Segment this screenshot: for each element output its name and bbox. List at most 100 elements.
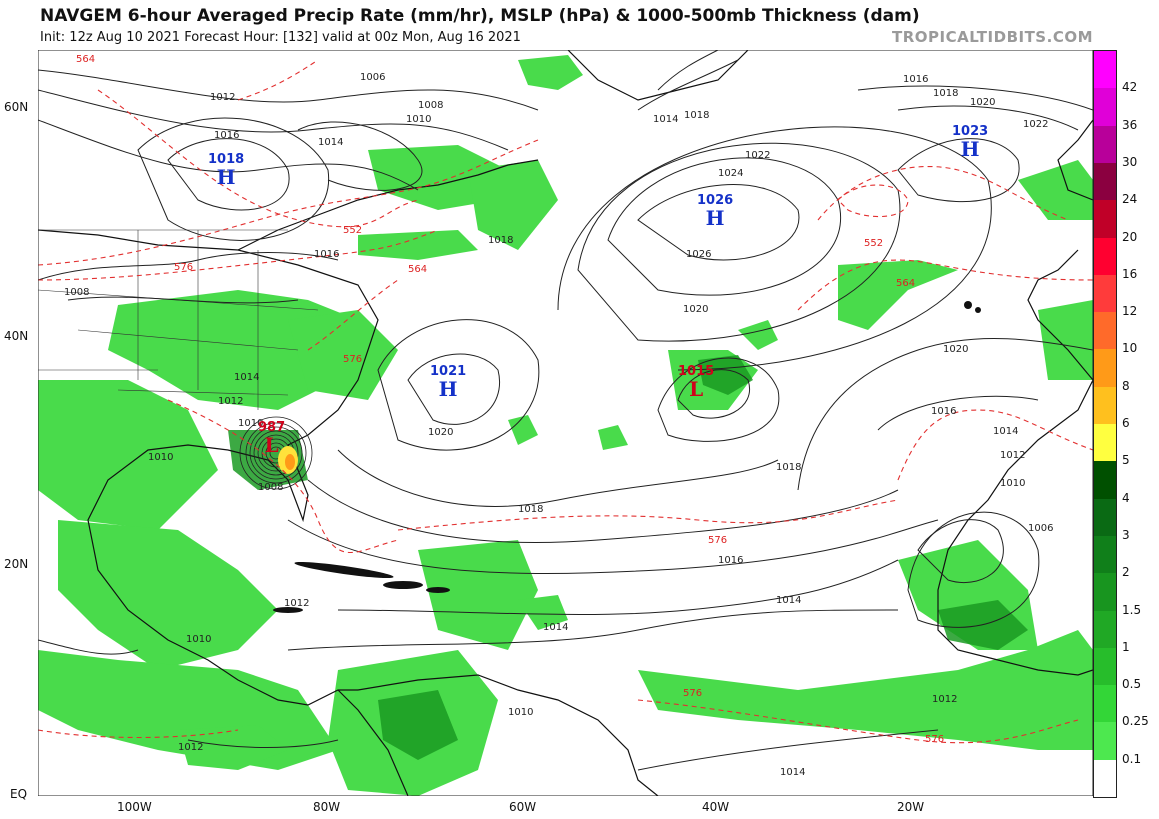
pressure-value: 1018 — [208, 152, 245, 167]
isobar-label: 1014 — [543, 622, 568, 633]
pressure-letter: H — [438, 377, 458, 401]
thickness-label: 564 — [896, 278, 915, 289]
colorbar-segment — [1094, 424, 1116, 462]
high-pressure-center: 1026 H — [697, 193, 733, 228]
colorbar-segment — [1094, 685, 1116, 723]
isobar-label: 1014 — [776, 595, 801, 606]
isobar-label: 1010 — [186, 634, 211, 645]
isobar-label: 1014 — [780, 767, 805, 778]
isobar-label: 1018 — [518, 504, 543, 515]
colorbar-label: 24 — [1122, 192, 1138, 207]
colorbar-segment — [1094, 535, 1116, 574]
colorbar-label: 2 — [1122, 565, 1130, 580]
hurricane-low-center: 987 L — [258, 420, 285, 455]
isobar-label: 1022 — [1023, 119, 1048, 130]
colorbar-segment — [1094, 722, 1116, 761]
hurricane-isobars — [239, 416, 313, 490]
chart-subtitle: Init: 12z Aug 10 2021 Forecast Hour: [13… — [40, 30, 521, 45]
isobar-label: 1020 — [428, 427, 453, 438]
colorbar-label: 3 — [1122, 527, 1130, 542]
colorbar-segment — [1094, 312, 1116, 350]
islands — [273, 301, 981, 613]
colorbar-label: 42 — [1122, 80, 1138, 95]
chart-title: NAVGEM 6-hour Averaged Precip Rate (mm/h… — [40, 6, 920, 26]
colorbar-segment — [1094, 461, 1116, 500]
lon-label-20w: 20W — [897, 800, 925, 814]
pressure-value: 1023 — [952, 124, 989, 139]
colorbar-segment — [1094, 125, 1116, 164]
isobar-label: 1008 — [418, 100, 443, 111]
isobar-label: 1006 — [1028, 523, 1053, 534]
pressure-value: 1021 — [430, 364, 467, 379]
colorbar-label: 20 — [1122, 229, 1138, 244]
isobar-label: 1010 — [148, 452, 173, 463]
weather-map: 1006 1008 1010 1012 1014 1016 1018 1020 … — [38, 50, 1093, 796]
isobar-labels: 1006 1008 1010 1012 1014 1016 1018 1020 … — [64, 72, 1053, 778]
isobar-label: 1008 — [258, 482, 283, 493]
colorbar-label: 6 — [1122, 416, 1130, 430]
pressure-letter: L — [689, 377, 704, 401]
lat-label-20n: 20N — [4, 557, 29, 571]
isobars — [38, 50, 1093, 771]
colorbar-segment — [1094, 274, 1116, 313]
source-credit: TROPICALTIDBITS.COM — [892, 28, 1093, 46]
high-pressure-center: 1021 H — [430, 364, 466, 399]
isobar-label: 1012 — [178, 742, 203, 753]
high-pressure-center: 1023 H — [952, 124, 988, 159]
pressure-letter: H — [216, 165, 236, 189]
pressure-value: 987 — [258, 420, 286, 435]
low-pressure-center: 1015 L — [678, 364, 714, 399]
colorbar-segment — [1094, 237, 1116, 276]
colorbar-label: 4 — [1122, 490, 1130, 505]
lon-label-80w: 80W — [313, 800, 341, 814]
colorbar-label: 30 — [1122, 154, 1138, 169]
thickness-lines — [38, 59, 1093, 744]
isobar-label: 1012 — [1000, 450, 1025, 461]
hurricane-precip — [278, 446, 298, 474]
colorbar-segment — [1094, 573, 1116, 611]
colorbar-label: 1.5 — [1122, 602, 1142, 617]
colorbar-segment — [1094, 759, 1116, 798]
lon-label-60w: 60W — [509, 800, 537, 814]
isobar-label: 1016 — [314, 249, 339, 260]
colorbar-segment — [1094, 51, 1116, 89]
isobar-label: 1026 — [686, 249, 711, 260]
isobar-label: 1012 — [932, 694, 957, 705]
lat-label-40n: 40N — [4, 329, 29, 343]
colorbar-label: 8 — [1122, 378, 1130, 393]
isobar-label: 1020 — [943, 344, 968, 355]
isobar-label: 1014 — [318, 137, 343, 148]
thickness-label: 576 — [343, 354, 362, 365]
colorbar-label: 5 — [1122, 453, 1130, 468]
colorbar-label: 12 — [1122, 304, 1138, 319]
thickness-label: 552 — [343, 225, 362, 236]
isobar-label: 1018 — [933, 88, 958, 99]
isobar-label: 1010 — [1000, 478, 1025, 489]
isobar-label: 1016 — [931, 406, 956, 417]
isobar-label: 1012 — [284, 598, 309, 609]
pressure-value: 1015 — [678, 364, 715, 379]
isobar-label: 1016 — [214, 130, 239, 141]
isobar-label: 1016 — [718, 555, 743, 566]
colorbar-segment — [1094, 386, 1116, 425]
pressure-letter: H — [705, 206, 725, 230]
pressure-letter: L — [264, 433, 279, 457]
isobar-label: 1020 — [683, 304, 708, 315]
isobar-label: 1014 — [234, 372, 259, 383]
thickness-label: 576 — [174, 262, 193, 273]
pressure-value: 1026 — [697, 193, 734, 208]
coastlines — [38, 50, 1093, 796]
lon-label-40w: 40W — [702, 800, 730, 814]
lon-label-100w: 100W — [117, 800, 152, 814]
isobar-label: 1012 — [210, 92, 235, 103]
thickness-labels: 564 552 576 564 576 552 564 576 576 576 — [76, 54, 944, 745]
colorbar-segment — [1094, 88, 1116, 127]
colorbar-label: 10 — [1122, 341, 1138, 356]
lat-label-eq: EQ — [10, 787, 28, 801]
precip-colorbar — [1093, 50, 1117, 798]
colorbar-label: 0.25 — [1122, 714, 1149, 729]
isobar-label: 1010 — [406, 114, 431, 125]
colorbar-label: 1 — [1122, 639, 1130, 654]
isobar-label: 1018 — [776, 462, 801, 473]
isobar-label: 1022 — [745, 150, 770, 161]
